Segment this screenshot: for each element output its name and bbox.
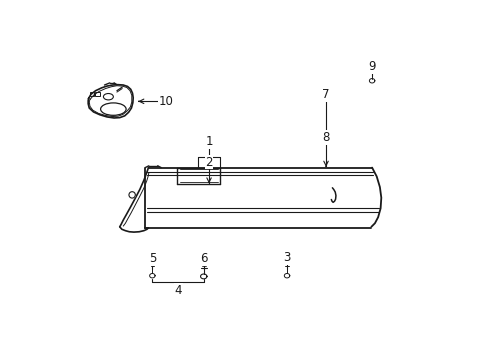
Text: 6: 6: [200, 252, 207, 265]
Text: 7: 7: [322, 89, 329, 102]
Bar: [89, 93, 94, 96]
Bar: [95, 93, 100, 96]
Text: 10: 10: [159, 95, 174, 108]
Text: 4: 4: [174, 284, 182, 297]
Text: 1: 1: [205, 135, 212, 148]
Text: 3: 3: [283, 252, 290, 265]
Text: 8: 8: [322, 131, 329, 144]
Text: 5: 5: [148, 252, 156, 265]
Text: 2: 2: [205, 156, 212, 169]
Text: 9: 9: [367, 60, 375, 73]
Circle shape: [129, 192, 135, 198]
